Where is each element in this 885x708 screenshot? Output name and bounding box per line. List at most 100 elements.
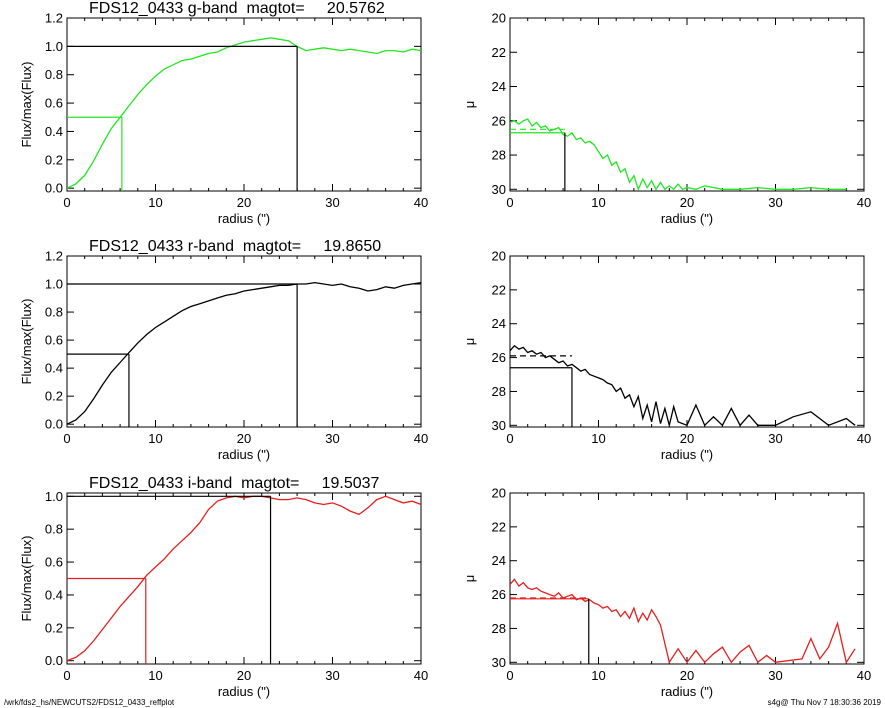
x-tick-label: 30	[325, 668, 339, 683]
series-line-r	[67, 281, 421, 425]
y-tick-label: 0.4	[45, 587, 63, 602]
footer-path: /wrk/fds2_hs/NEWCUTS2/FDS12_0433_reffplo…	[4, 698, 175, 707]
x-tick-label: 30	[768, 668, 782, 683]
y-tick-label: 1.0	[45, 277, 63, 292]
plot-frame	[66, 255, 422, 428]
y-axis-label: μ	[462, 575, 477, 583]
x-tick-label: 20	[680, 431, 694, 446]
x-tick-label: 30	[768, 195, 782, 210]
x-tick-label: 10	[591, 431, 605, 446]
y-tick-label: 20	[492, 249, 506, 264]
y-tick-label: 26	[492, 587, 506, 602]
x-tick-label: 30	[325, 431, 339, 446]
x-tick-label: 40	[857, 195, 871, 210]
x-tick-label: 40	[414, 431, 428, 446]
plot-frame	[66, 17, 422, 192]
chart-title: FDS12_0433 g-band magtot= 20.5762	[89, 0, 385, 17]
series-line-r	[510, 344, 856, 427]
x-tick-label: 40	[857, 668, 871, 683]
y-tick-label: 0.8	[45, 305, 63, 320]
series-line-g	[67, 37, 421, 189]
x-tick-label: 10	[591, 195, 605, 210]
x-tick-label: 10	[148, 431, 162, 446]
y-tick-label: 0.6	[45, 96, 63, 111]
x-axis-label: radius (")	[218, 211, 270, 226]
x-tick-label: 30	[325, 195, 339, 210]
x-tick-label: 30	[768, 431, 782, 446]
y-tick-label: 28	[492, 148, 506, 163]
chart-title: FDS12_0433 i-band magtot= 19.5037	[89, 475, 380, 492]
g-growth-panel: 0 10 20 30 40 0.0 0.2 0.4 0.6 0.8 1.0 1.2 radius (")…	[19, 0, 428, 226]
plot-frame	[509, 17, 865, 192]
x-tick-label: 20	[680, 668, 694, 683]
y-tick-label: 22	[492, 519, 506, 534]
x-tick-label: 20	[237, 668, 251, 683]
x-tick-label: 20	[237, 431, 251, 446]
y-tick-label: 0.6	[45, 555, 63, 570]
r-profile-panel: 0 10 20 30 40 20 22 24 26 28 30 radius (") μ	[462, 249, 871, 463]
x-tick-label: 40	[414, 195, 428, 210]
y-tick-label: 0.0	[45, 653, 63, 668]
y-tick-label: 24	[492, 316, 506, 331]
chart-title: FDS12_0433 r-band magtot= 19.8650	[89, 238, 381, 255]
y-tick-label: 30	[492, 655, 506, 670]
chart-panels: 0 10 20 30 40 0.0 0.2 0.4 0.6 0.8 1.0 1.2 radius (")…	[19, 0, 871, 699]
g-profile-panel: 0 10 20 30 40 20 22 24 26 28 30 radius (") μ	[462, 11, 871, 227]
x-axis-label: radius (")	[661, 211, 713, 226]
x-tick-label: 20	[237, 195, 251, 210]
footer-stamp: s4g@ Thu Nov 7 18:30:36 2019	[768, 698, 882, 707]
series-line-g	[510, 118, 847, 191]
y-tick-label: 0.8	[45, 67, 63, 82]
x-axis-label: radius (")	[218, 684, 270, 699]
y-tick-label: 22	[492, 45, 506, 60]
y-axis-label: Flux/max(Flux)	[19, 62, 34, 148]
x-tick-label: 0	[63, 668, 70, 683]
r-growth-panel: 0 10 20 30 40 0.0 0.2 0.4 0.6 0.8 1.0 1.2 radius (")…	[19, 238, 428, 462]
y-tick-label: 1.0	[45, 489, 63, 504]
x-tick-label: 10	[591, 668, 605, 683]
y-tick-label: 24	[492, 553, 506, 568]
y-tick-label: 26	[492, 350, 506, 365]
x-axis-label: radius (")	[661, 684, 713, 699]
x-tick-label: 10	[148, 195, 162, 210]
y-tick-label: 30	[492, 418, 506, 433]
x-tick-label: 0	[506, 195, 513, 210]
x-tick-label: 0	[63, 195, 70, 210]
y-tick-label: 0.2	[45, 620, 63, 635]
y-tick-label: 1.0	[45, 39, 63, 54]
x-tick-label: 0	[63, 431, 70, 446]
y-tick-label: 0.4	[45, 361, 63, 376]
y-tick-label: 20	[492, 11, 506, 26]
y-tick-label: 28	[492, 621, 506, 636]
y-tick-label: 1.2	[45, 11, 63, 26]
y-tick-label: 0.2	[45, 389, 63, 404]
y-tick-label: 30	[492, 182, 506, 197]
y-tick-label: 0.6	[45, 333, 63, 348]
x-tick-label: 20	[680, 195, 694, 210]
y-tick-label: 26	[492, 113, 506, 128]
x-tick-label: 0	[506, 431, 513, 446]
series-line-i	[67, 495, 421, 662]
x-axis-label: radius (")	[218, 447, 270, 462]
y-tick-label: 28	[492, 384, 506, 399]
y-axis-label: Flux/max(Flux)	[19, 299, 34, 385]
y-tick-label: 22	[492, 282, 506, 297]
y-tick-label: 0.4	[45, 124, 63, 139]
y-tick-label: 0.0	[45, 417, 63, 432]
y-axis-label: μ	[462, 101, 477, 109]
y-tick-label: 0.8	[45, 522, 63, 537]
y-tick-label: 24	[492, 79, 506, 94]
x-tick-label: 40	[857, 431, 871, 446]
y-axis-label: Flux/max(Flux)	[19, 536, 34, 622]
y-tick-label: 20	[492, 486, 506, 501]
x-axis-label: radius (")	[661, 447, 713, 462]
y-tick-label: 1.2	[45, 249, 63, 264]
x-tick-label: 10	[148, 668, 162, 683]
y-tick-label: 0.0	[45, 181, 63, 196]
i-profile-panel: 0 10 20 30 40 20 22 24 26 28 30 radius (") μ	[462, 486, 871, 700]
y-axis-label: μ	[462, 338, 477, 346]
y-tick-label: 0.2	[45, 152, 63, 167]
i-growth-panel: 0 10 20 30 40 0.0 0.2 0.4 0.6 0.8 1.0 radius (") Flu…	[19, 475, 428, 699]
series-line-i	[510, 578, 856, 664]
